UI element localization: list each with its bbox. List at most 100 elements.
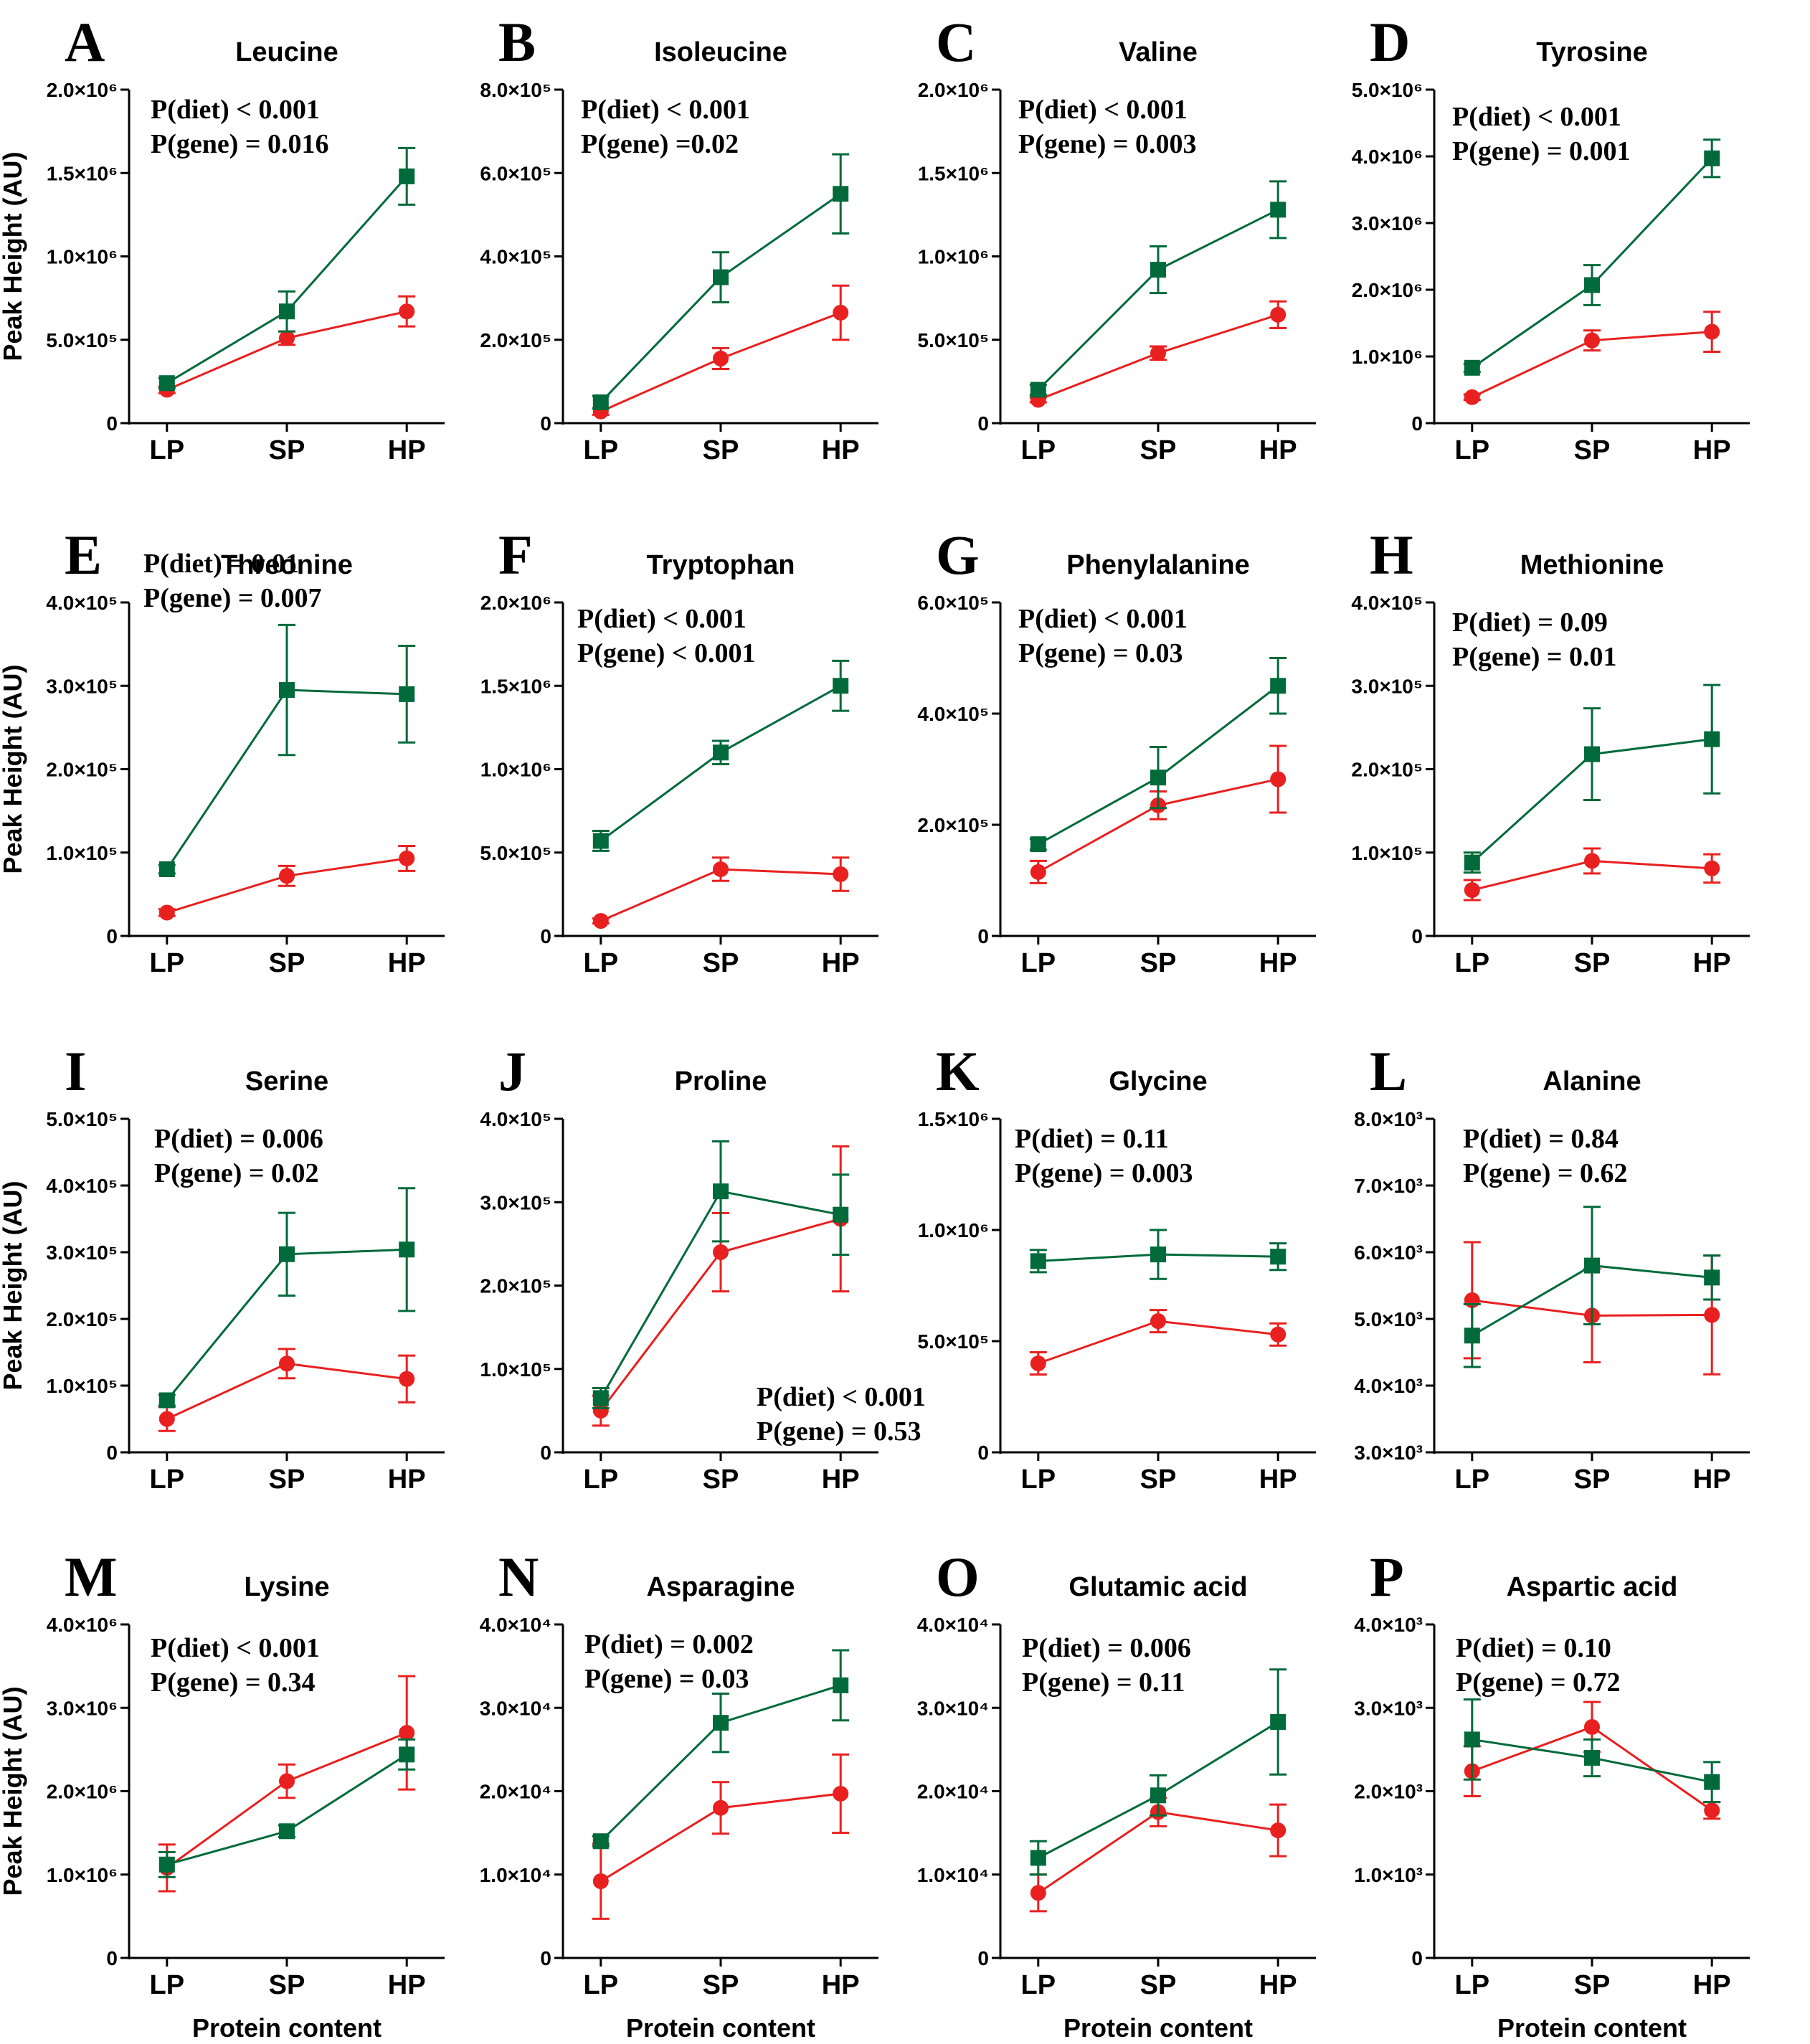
x-tick-label-sp: SP <box>269 1465 305 1495</box>
stat-p-diet: P(diet) < 0.001 <box>757 1382 926 1412</box>
panel-k: K Glycine 0 5.0×10⁵ 1.0×10⁶ 1.5×10⁶ LP SP HP P(di… <box>917 1040 1316 1495</box>
data-point-green-hp <box>399 1746 415 1763</box>
panel-a: A Leucine 0 5.0×10⁵ 1.0×10⁶ 1.5×10⁶ 2.0×10⁶ LP S… <box>0 11 445 465</box>
data-point-green-lp <box>592 1833 609 1850</box>
panel-title: Tryptophan <box>647 550 795 580</box>
y-tick-label: 1.0×10⁶ <box>480 759 551 781</box>
data-point-red-lp <box>592 1873 609 1890</box>
data-point-red-hp <box>399 1371 415 1387</box>
data-point-green-lp <box>1464 1731 1480 1748</box>
data-point-green-sp <box>1150 1246 1166 1263</box>
stat-p-gene: P(gene) = 0.03 <box>584 1664 749 1694</box>
data-point-green-sp <box>1150 1787 1166 1804</box>
y-tick-label: 0 <box>106 925 118 947</box>
x-tick-label-sp: SP <box>703 435 739 465</box>
data-point-red-lp <box>158 1411 175 1427</box>
panel-title: Valine <box>1119 37 1198 67</box>
x-tick-label-lp: LP <box>1021 948 1056 978</box>
data-point-red-sp <box>1584 332 1600 349</box>
data-point-red-lp <box>1464 389 1480 405</box>
panel-title: Lysine <box>245 1572 330 1602</box>
stat-p-gene: P(gene) = 0.007 <box>143 583 322 613</box>
data-point-red-hp <box>399 303 415 320</box>
panel-o: O Glutamic acid 0 1.0×10⁴ 2.0×10⁴ 3.0×10⁴ 4.0×… <box>917 1546 1316 2043</box>
data-point-red-sp <box>279 1355 295 1372</box>
y-tick-label: 5.0×10⁵ <box>917 329 989 351</box>
y-tick-label: 0 <box>977 1947 989 1969</box>
x-tick-label-lp: LP <box>1455 435 1490 465</box>
x-tick-label-sp: SP <box>1140 435 1177 465</box>
y-tick-label: 4.0×10³ <box>1354 1375 1423 1397</box>
x-tick-label-lp: LP <box>584 1970 619 2000</box>
data-point-green-lp <box>1030 836 1046 853</box>
x-tick-label-hp: HP <box>1259 435 1297 465</box>
stat-p-gene: P(gene) = 0.34 <box>151 1667 316 1698</box>
data-point-green-hp <box>1270 678 1287 694</box>
y-tick-label: 3.0×10³ <box>1354 1697 1423 1719</box>
stat-p-diet: P(diet) < 0.001 <box>151 1633 320 1663</box>
x-tick-label-hp: HP <box>388 435 426 465</box>
data-point-green-sp <box>279 682 295 699</box>
series-line-green <box>1037 209 1279 391</box>
y-tick-label: 2.0×10⁴ <box>480 1781 551 1803</box>
y-tick-label: 1.5×10⁶ <box>47 162 118 184</box>
y-tick-label: 3.0×10⁵ <box>480 1191 551 1213</box>
data-point-green-sp <box>1584 1257 1600 1274</box>
data-point-red-hp <box>399 1725 415 1741</box>
data-point-red-hp <box>399 850 415 866</box>
panel-b: B Isoleucine 0 2.0×10⁵ 4.0×10⁵ 6.0×10⁵ 8.0×10⁵… <box>480 11 878 465</box>
data-point-red-lp <box>592 1402 609 1419</box>
y-tick-label: 8.0×10⁵ <box>480 79 551 101</box>
x-tick-label-lp: LP <box>584 1465 619 1495</box>
data-point-green-hp <box>399 1241 415 1258</box>
x-tick-label-sp: SP <box>703 1465 739 1495</box>
x-tick-label-lp: LP <box>150 1970 185 2000</box>
stat-p-gene: P(gene) = 0.016 <box>151 129 329 159</box>
y-tick-label: 2.0×10⁶ <box>918 79 989 101</box>
y-tick-label: 2.0×10⁵ <box>480 329 551 351</box>
y-tick-label: 3.0×10⁵ <box>46 1241 118 1264</box>
y-tick-label: 1.0×10⁵ <box>480 1358 551 1381</box>
y-tick-label: 1.0×10⁴ <box>480 1864 551 1886</box>
y-tick-label: 2.0×10⁴ <box>917 1781 989 1803</box>
panel-d: D Tyrosine 0 1.0×10⁶ 2.0×10⁶ 3.0×10⁶ 4.0×10⁶ 5.… <box>1352 11 1750 465</box>
y-tick-label: 1.0×10⁵ <box>46 842 118 864</box>
x-tick-label-hp: HP <box>388 948 426 978</box>
data-point-green-sp <box>713 744 729 761</box>
panel-g: G Phenylalanine 0 2.0×10⁵ 4.0×10⁵ 6.0×10⁵ LP SP… <box>917 524 1316 978</box>
data-point-red-hp <box>1704 323 1720 340</box>
panel-letter: P <box>1370 1546 1404 1608</box>
data-point-red-hp <box>1270 1326 1287 1343</box>
data-point-red-hp <box>833 1785 849 1802</box>
panel-letter: N <box>498 1546 539 1608</box>
data-point-red-hp <box>1704 1307 1720 1323</box>
panel-title: Tyrosine <box>1536 37 1648 67</box>
series-line-green <box>166 175 408 384</box>
y-tick-label: 0 <box>1411 1947 1423 1969</box>
y-tick-label: 2.0×10⁵ <box>480 1275 551 1297</box>
y-tick-label: 2.0×10⁵ <box>917 814 989 836</box>
y-tick-label: 2.0×10⁶ <box>47 1781 118 1803</box>
stat-p-gene: P(gene) < 0.001 <box>577 638 756 668</box>
stat-p-gene: P(gene) = 0.62 <box>1463 1158 1628 1188</box>
data-point-green-sp <box>1584 746 1600 762</box>
y-tick-label: 2.0×10⁵ <box>46 1308 118 1330</box>
y-tick-label: 0 <box>540 1947 551 1969</box>
panel-letter: D <box>1370 11 1410 73</box>
data-point-green-hp <box>833 1677 849 1693</box>
x-tick-label-sp: SP <box>1574 948 1611 978</box>
panel-letter: B <box>498 11 536 73</box>
x-tick-label-hp: HP <box>1693 435 1731 465</box>
data-point-red-sp <box>1150 1313 1166 1330</box>
data-point-green-hp <box>399 686 415 702</box>
panel-title: Phenylalanine <box>1066 550 1250 580</box>
panel-f: F Tryptophan 0 5.0×10⁵ 1.0×10⁶ 1.5×10⁶ 2.0×10⁶… <box>480 524 878 978</box>
stat-p-diet: P(diet) = 0.006 <box>154 1124 323 1154</box>
panel-letter: M <box>65 1546 118 1608</box>
y-tick-label: 6.0×10³ <box>1354 1241 1423 1264</box>
x-tick-label-sp: SP <box>269 435 305 465</box>
data-point-green-lp <box>592 1390 609 1406</box>
data-point-red-hp <box>1270 306 1287 323</box>
x-axis-label: Protein content <box>1497 2013 1687 2043</box>
